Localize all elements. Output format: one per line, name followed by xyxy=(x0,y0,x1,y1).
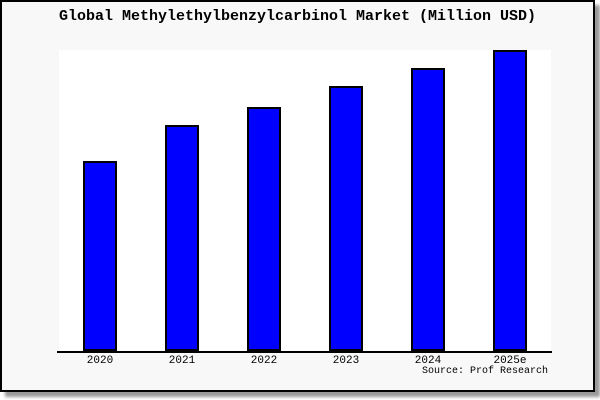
source-credit: Source: Prof Research xyxy=(421,366,548,377)
chart-title: Global Methylethylbenzylcarbinol Market … xyxy=(58,8,537,25)
x-axis-label-2020: 2020 xyxy=(86,355,114,367)
x-axis-label-2024: 2024 xyxy=(414,355,442,367)
x-axis-label-2025e: 2025e xyxy=(493,355,527,367)
x-axis-label-2023: 2023 xyxy=(332,355,360,367)
bar-2022 xyxy=(247,107,281,351)
x-axis-line xyxy=(57,351,552,353)
x-axis-label-2021: 2021 xyxy=(168,355,196,367)
chart-card: Global Methylethylbenzylcarbinol Market … xyxy=(0,0,595,392)
bar-2020 xyxy=(83,161,117,351)
plot-area xyxy=(59,50,551,351)
x-axis-label-2022: 2022 xyxy=(250,355,278,367)
bar-2024 xyxy=(411,68,445,351)
bar-2021 xyxy=(165,125,199,351)
bar-2023 xyxy=(329,86,363,351)
bar-2025e xyxy=(493,50,527,351)
